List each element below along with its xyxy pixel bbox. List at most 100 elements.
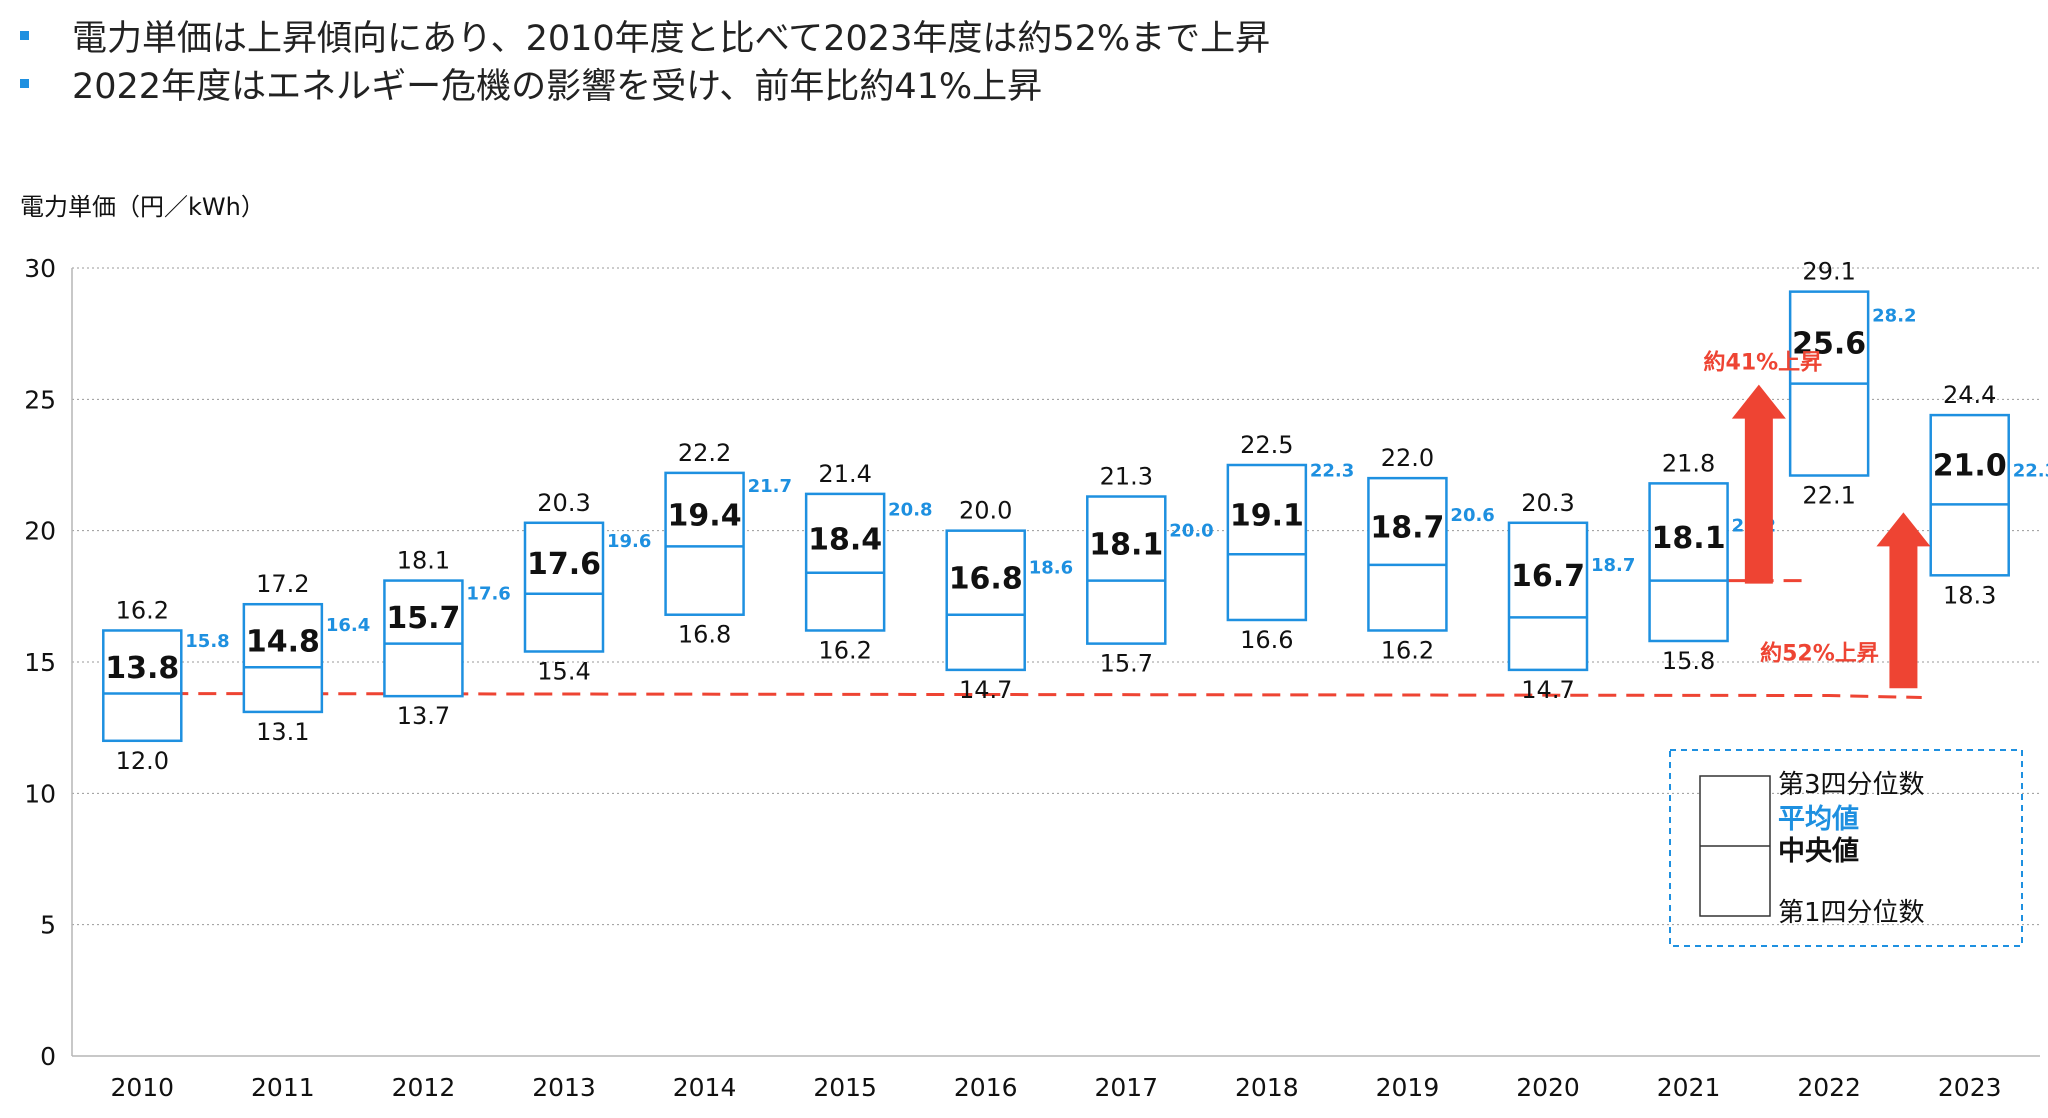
x-tick-label: 2022 (1797, 1073, 1861, 1102)
median-label: 14.8 (246, 625, 320, 660)
mean-label: 15.8 (185, 631, 229, 652)
mean-label: 21.7 (748, 476, 792, 497)
mean-label: 28.2 (1872, 305, 1916, 326)
box-2022: 29.1 22.1 25.6 28.2 2022 (1788, 258, 1917, 1102)
y-tick-label: 20 (24, 517, 56, 546)
bullet-square-icon (20, 31, 29, 40)
mean-label: 20.8 (888, 500, 932, 521)
box-iqr-rect (1086, 495, 1167, 645)
q3-label: 21.3 (1100, 463, 1153, 491)
increase-41-arrow-icon (1731, 384, 1786, 584)
bullet-text: 電力単価は上昇傾向にあり、2010年度と比べて2023年度は約52%まで上昇 (72, 19, 1271, 59)
box-2010: 16.2 12.0 13.8 15.8 2010 (102, 596, 230, 1102)
q3-label: 22.2 (678, 439, 731, 467)
x-tick-label: 2019 (1376, 1073, 1440, 1102)
box-2013: 20.3 15.4 17.6 19.6 2013 (523, 489, 651, 1102)
y-tick-label: 5 (40, 911, 56, 940)
q3-label: 20.3 (1521, 489, 1574, 517)
mean-label: 18.7 (1591, 555, 1635, 576)
q3-label: 22.5 (1240, 431, 1293, 459)
legend-q3-label: 第3四分位数 (1778, 770, 1925, 800)
q1-label: 15.8 (1662, 647, 1715, 675)
legend-q1-label: 第1四分位数 (1778, 898, 1925, 928)
box-iqr-rect (523, 521, 605, 653)
box-2018: 22.5 16.6 19.1 22.3 2018 (1226, 431, 1354, 1102)
q1-label: 14.7 (1521, 676, 1574, 704)
x-tick-label: 2020 (1516, 1073, 1580, 1102)
box-2015: 21.4 16.2 18.4 20.8 2015 (804, 460, 933, 1102)
q1-label: 16.2 (1381, 636, 1434, 664)
mean-label: 20.0 (1169, 521, 1213, 542)
x-tick-label: 2014 (673, 1073, 737, 1102)
q1-label: 15.4 (537, 657, 590, 685)
box-iqr-rect (1367, 476, 1448, 632)
median-label: 17.6 (527, 547, 601, 582)
baseline-2010-median-dashed-line (142, 692, 1922, 700)
box-iqr-rect (1226, 463, 1308, 622)
box-2014: 22.2 16.8 19.4 21.7 2014 (664, 439, 792, 1102)
q1-label: 13.1 (256, 718, 309, 746)
increase-41-annotation: 約41%上昇 (1704, 350, 1823, 376)
y-tick-label: 0 (40, 1042, 56, 1071)
bullet-square-icon (20, 79, 29, 88)
x-tick-label: 2015 (813, 1073, 877, 1102)
box-iqr-rect (664, 471, 745, 616)
q1-label: 15.7 (1100, 650, 1153, 678)
mean-label: 16.4 (326, 615, 370, 636)
q3-label: 20.3 (537, 489, 590, 517)
y-tick-label: 15 (24, 648, 56, 677)
x-tick-label: 2021 (1657, 1073, 1721, 1102)
mean-label: 17.6 (466, 584, 510, 605)
box-iqr-rect (1507, 521, 1589, 672)
legend-median-label: 中央値 (1778, 836, 1859, 867)
median-label: 18.1 (1089, 528, 1163, 563)
box-iqr-rect (383, 579, 464, 698)
q1-label: 16.2 (818, 636, 871, 664)
median-label: 15.7 (386, 601, 460, 636)
x-tick-label: 2010 (110, 1073, 174, 1102)
y-tick-label: 10 (24, 779, 56, 808)
box-iqr-rect (1929, 413, 2010, 577)
q3-label: 18.1 (397, 547, 450, 575)
mean-label: 22.3 (2013, 460, 2048, 481)
x-tick-label: 2017 (1094, 1073, 1158, 1102)
q1-label: 14.7 (959, 676, 1012, 704)
median-label: 18.1 (1652, 521, 1726, 556)
q1-label: 13.7 (397, 702, 450, 730)
median-label: 25.6 (1792, 327, 1866, 362)
median-label: 13.8 (105, 651, 179, 686)
x-tick-label: 2016 (954, 1073, 1018, 1102)
median-label: 19.4 (668, 499, 742, 534)
y-tick-label: 30 (24, 254, 56, 283)
y-axis-label: 電力単価（円／kWh） (20, 193, 265, 221)
q1-label: 22.1 (1802, 482, 1855, 510)
q3-label: 20.0 (959, 497, 1012, 525)
bullet-text: 2022年度はエネルギー危機の影響を受け、前年比約41%上昇 (72, 67, 1043, 107)
q1-label: 16.6 (1240, 626, 1293, 654)
box-iqr-rect (945, 529, 1026, 672)
mean-label: 18.6 (1029, 557, 1073, 578)
increase-52-arrow-icon (1876, 512, 1931, 689)
x-tick-label: 2012 (392, 1073, 456, 1102)
median-label: 16.7 (1511, 559, 1585, 594)
x-tick-label: 2013 (532, 1073, 596, 1102)
q3-label: 22.0 (1381, 444, 1434, 472)
box-iqr-rect (1648, 482, 1729, 643)
median-label: 18.4 (808, 522, 882, 557)
mean-label: 19.6 (607, 531, 651, 552)
median-label: 16.8 (949, 562, 1023, 597)
q3-label: 21.4 (818, 460, 871, 488)
legend-mean-label: 平均値 (1778, 804, 1859, 835)
q3-label: 29.1 (1802, 258, 1855, 286)
y-tick-label: 25 (24, 385, 56, 414)
legend-box (1669, 749, 2023, 947)
q3-label: 17.2 (256, 570, 309, 598)
box-2020: 20.3 14.7 16.7 18.7 2020 (1507, 489, 1635, 1102)
q3-label: 24.4 (1943, 381, 1996, 409)
box-2012: 18.1 13.7 15.7 17.6 2012 (383, 547, 511, 1102)
x-tick-label: 2023 (1938, 1073, 2002, 1102)
x-tick-label: 2011 (251, 1073, 315, 1102)
median-label: 21.0 (1933, 449, 2007, 484)
x-tick-label: 2018 (1235, 1073, 1299, 1102)
